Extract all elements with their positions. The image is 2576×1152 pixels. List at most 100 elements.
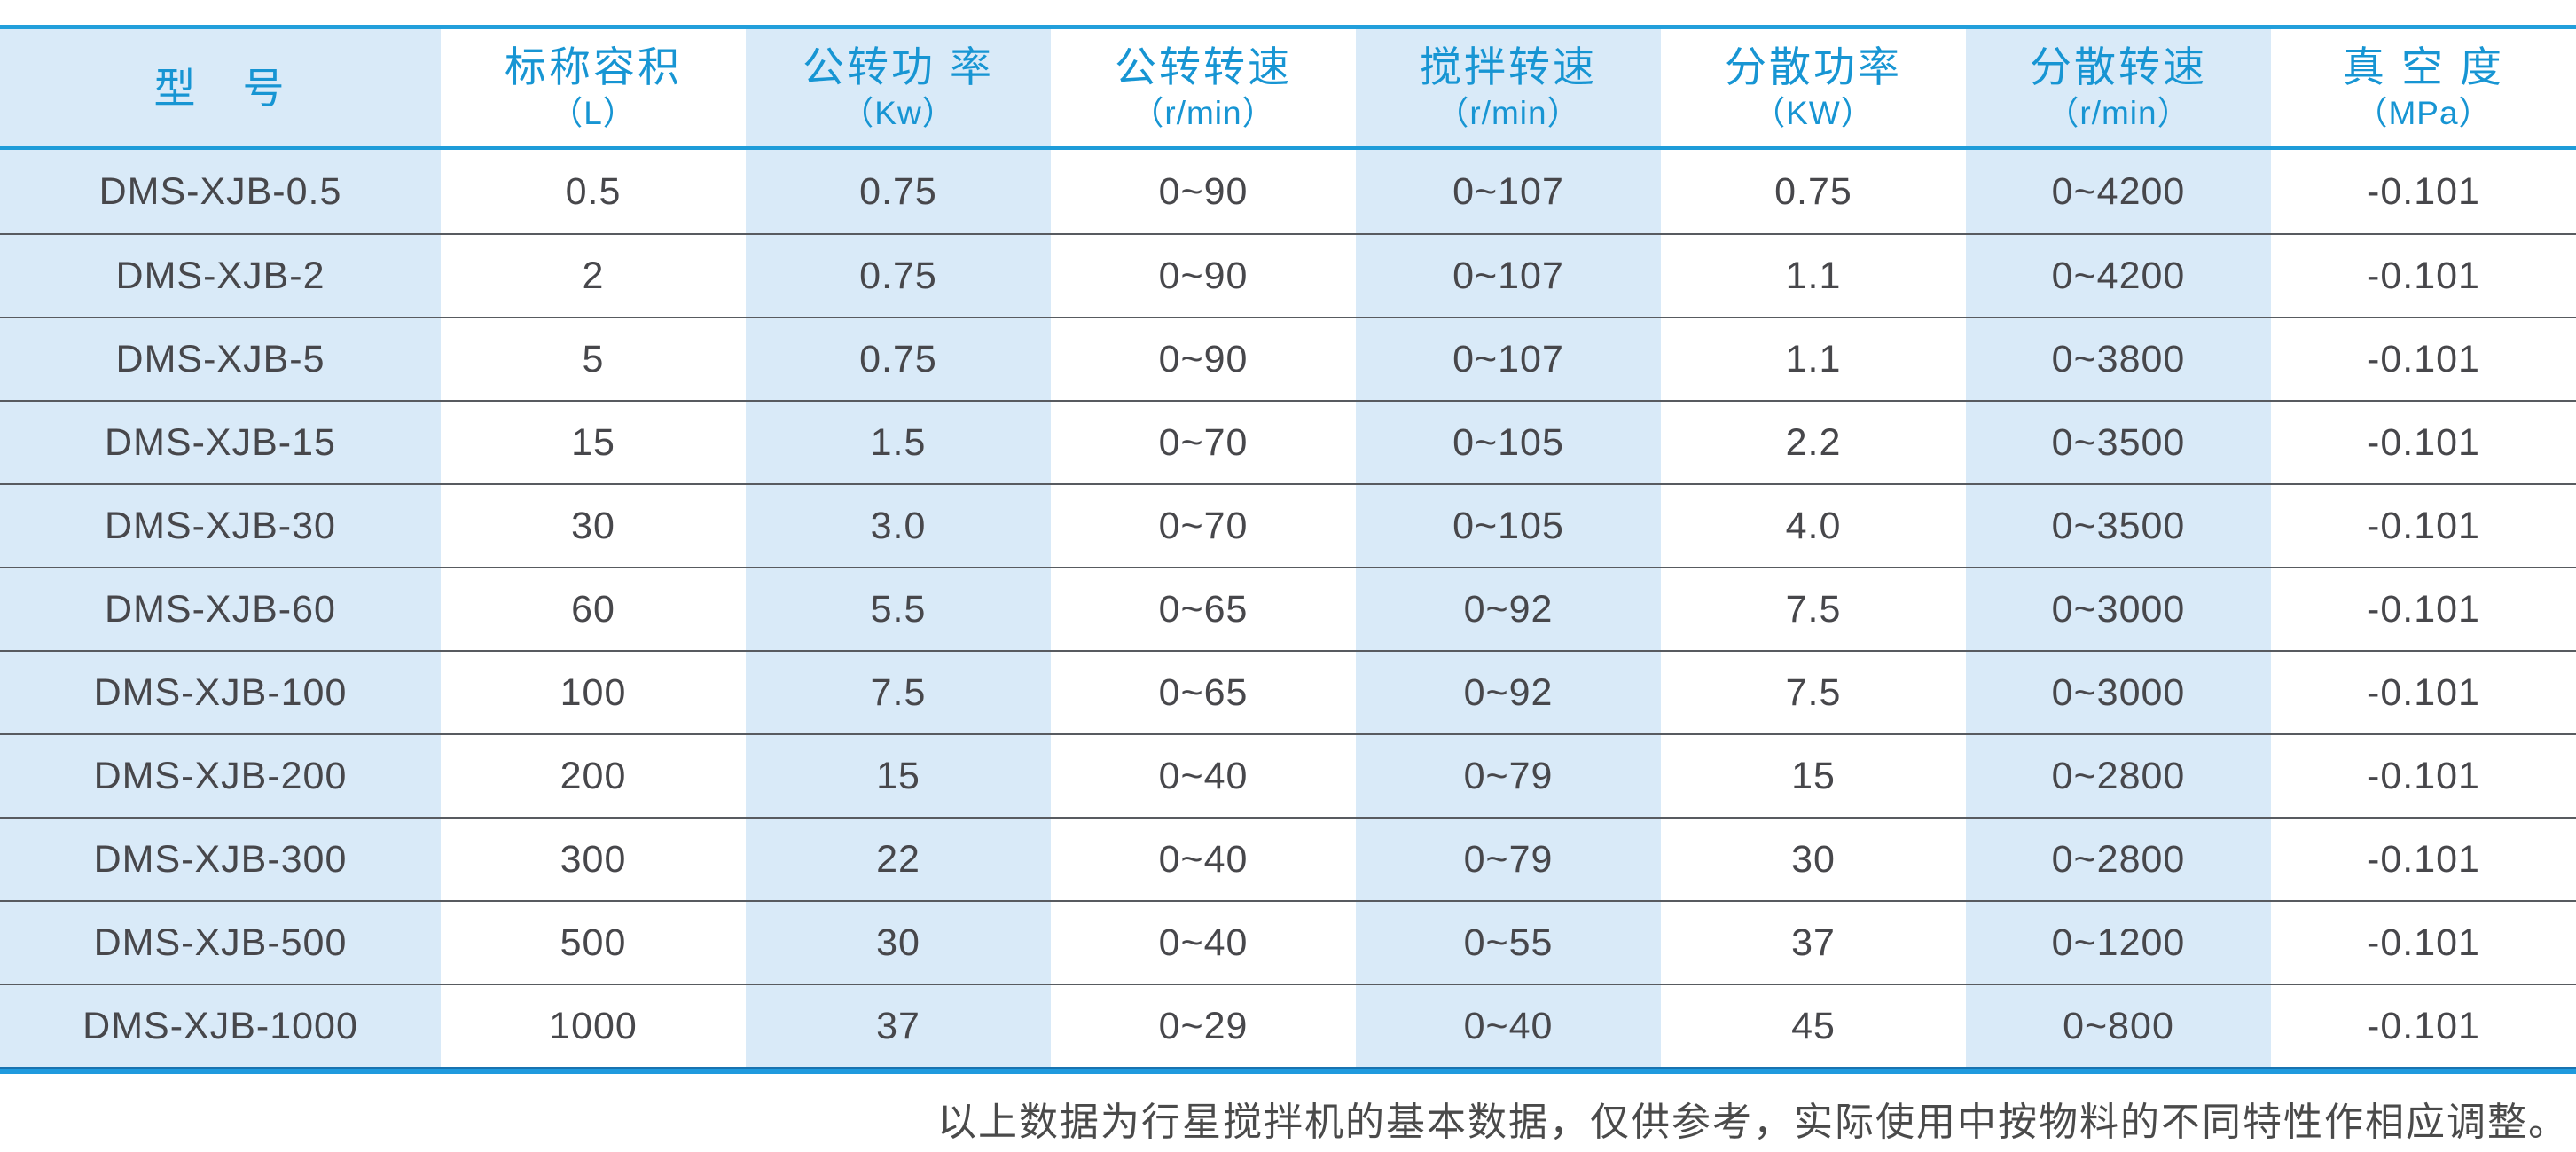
table-cell-dispersion-speed: 0~4200 [1966,235,2271,317]
table-cell-stirring-speed: 0~107 [1356,150,1661,233]
table-cell-revolution-power: 1.5 [746,402,1051,483]
table-cell-revolution-speed: 0~29 [1158,1004,1249,1047]
table-cell-stirring-speed: 0~55 [1356,902,1661,984]
column-header-vacuum-degree: 真 空 度 （MPa） [2271,29,2576,146]
table-cell-nominal-volume: 1000 [549,1004,638,1047]
table-cell-dispersion-speed: 0~800 [1966,985,2271,1067]
table-cell-dispersion-power: 4.0 [1785,504,1842,547]
table-cell-nominal-volume: 30 [571,504,615,547]
table-cell-vacuum-degree: -0.101 [2367,1004,2480,1047]
table-cell-revolution-speed: 0~90 [1158,337,1249,380]
column-header-unit: （Kw） [841,95,956,131]
table-cell-revolution-power: 0.75 [746,235,1051,317]
table-cell-vacuum-degree: -0.101 [2367,754,2480,797]
footnote: 以上数据为行星搅拌机的基本数据，仅供参考，实际使用中按物料的不同特性作相应调整。 [937,1101,2569,1144]
table-cell-dispersion-speed: 0~1200 [1966,902,2271,984]
table-cell-dispersion-power: 7.5 [1785,587,1842,631]
column-header-unit: （r/min） [1131,95,1276,131]
column-header-revolution-speed: 公转转速 （r/min） [1051,29,1356,146]
table-row: DMS-XJB-15 15 1.5 0~70 0~105 2.2 0~3500 -0.101 [0,400,2576,483]
column-header-label: 分散功率 [1725,43,1902,90]
column-header-label: 公转功 率 [802,43,995,90]
table-cell-revolution-power: 5.5 [746,568,1051,650]
table-bottom-rule [0,1067,2576,1074]
table-cell-dispersion-speed: 0~2800 [1966,819,2271,900]
table-cell-vacuum-degree: -0.101 [2367,420,2480,464]
table-cell-nominal-volume: 5 [582,337,605,380]
table-cell-stirring-speed: 0~92 [1356,568,1661,650]
table-header-row: 型 号 标称容积 （L） 公转功 率 （Kw） 公转转速 （r/min） 搅拌转速 （r/min… [0,25,2576,150]
column-header-unit: （L） [550,95,637,131]
table-cell-model: DMS-XJB-60 [0,568,441,650]
table-cell-dispersion-power: 0.75 [1774,169,1852,213]
table-cell-revolution-power: 37 [746,985,1051,1067]
spec-table: 型 号 标称容积 （L） 公转功 率 （Kw） 公转转速 （r/min） 搅拌转速 （r/min… [0,25,2576,1074]
table-cell-stirring-speed: 0~92 [1356,652,1661,733]
column-header-dispersion-power: 分散功率 （KW） [1661,29,1966,146]
table-cell-model: DMS-XJB-15 [0,402,441,483]
column-header-unit: （MPa） [2354,95,2493,131]
table-cell-stirring-speed: 0~40 [1356,985,1661,1067]
table-row: DMS-XJB-300 300 22 0~40 0~79 30 0~2800 -0.101 [0,817,2576,900]
table-cell-revolution-speed: 0~40 [1158,754,1249,797]
table-cell-model: DMS-XJB-1000 [0,985,441,1067]
table-cell-revolution-power: 7.5 [746,652,1051,733]
table-cell-vacuum-degree: -0.101 [2367,587,2480,631]
table-cell-model: DMS-XJB-2 [0,235,441,317]
table-cell-revolution-speed: 0~40 [1158,837,1249,881]
table-row: DMS-XJB-500 500 30 0~40 0~55 37 0~1200 -0.101 [0,900,2576,984]
column-header-unit: （r/min） [2046,95,2191,131]
column-header-label: 分散转速 [2030,43,2207,90]
table-cell-stirring-speed: 0~105 [1356,485,1661,567]
column-header-label: 公转转速 [1115,43,1292,90]
table-cell-revolution-power: 3.0 [746,485,1051,567]
column-header-dispersion-speed: 分散转速 （r/min） [1966,29,2271,146]
column-header-label: 标称容积 [505,43,682,90]
column-header-unit: （r/min） [1436,95,1581,131]
table-cell-dispersion-power: 2.2 [1785,420,1842,464]
table-cell-model: DMS-XJB-100 [0,652,441,733]
table-cell-dispersion-speed: 0~3800 [1966,318,2271,400]
table-row: DMS-XJB-200 200 15 0~40 0~79 15 0~2800 -0.101 [0,733,2576,817]
table-cell-dispersion-power: 15 [1791,754,1836,797]
table-cell-vacuum-degree: -0.101 [2367,921,2480,964]
table-cell-model: DMS-XJB-200 [0,735,441,817]
table-cell-revolution-speed: 0~90 [1158,169,1249,213]
table-cell-revolution-power: 22 [746,819,1051,900]
table-cell-revolution-speed: 0~40 [1158,921,1249,964]
table-row: DMS-XJB-2 2 0.75 0~90 0~107 1.1 0~4200 -0.101 [0,233,2576,317]
table-cell-revolution-power: 15 [746,735,1051,817]
column-header-label: 型 号 [153,64,287,112]
table-cell-model: DMS-XJB-0.5 [0,150,441,233]
table-cell-stirring-speed: 0~79 [1356,819,1661,900]
table-cell-stirring-speed: 0~107 [1356,235,1661,317]
table-cell-dispersion-speed: 0~3000 [1966,652,2271,733]
table-cell-dispersion-speed: 0~4200 [1966,150,2271,233]
table-cell-vacuum-degree: -0.101 [2367,504,2480,547]
table-row: DMS-XJB-60 60 5.5 0~65 0~92 7.5 0~3000 -0.101 [0,567,2576,650]
table-cell-dispersion-speed: 0~3000 [1966,568,2271,650]
table-row: DMS-XJB-100 100 7.5 0~65 0~92 7.5 0~3000 -0.101 [0,650,2576,733]
table-row: DMS-XJB-1000 1000 37 0~29 0~40 45 0~800 -0.101 [0,984,2576,1067]
table-cell-model: DMS-XJB-500 [0,902,441,984]
table-cell-nominal-volume: 200 [560,754,627,797]
table-row: DMS-XJB-30 30 3.0 0~70 0~105 4.0 0~3500 -0.101 [0,483,2576,567]
table-cell-revolution-speed: 0~70 [1158,504,1249,547]
column-header-stirring-speed: 搅拌转速 （r/min） [1356,29,1661,146]
table-cell-vacuum-degree: -0.101 [2367,169,2480,213]
table-cell-dispersion-power: 1.1 [1785,337,1842,380]
table-cell-dispersion-speed: 0~2800 [1966,735,2271,817]
table-row: DMS-XJB-0.5 0.5 0.75 0~90 0~107 0.75 0~4200 -0.… [0,150,2576,233]
table-cell-vacuum-degree: -0.101 [2367,837,2480,881]
table-cell-dispersion-power: 7.5 [1785,670,1842,714]
column-header-revolution-power: 公转功 率 （Kw） [746,29,1051,146]
table-row: DMS-XJB-5 5 0.75 0~90 0~107 1.1 0~3800 -0.101 [0,317,2576,400]
table-cell-dispersion-power: 1.1 [1785,254,1842,297]
table-cell-nominal-volume: 15 [571,420,615,464]
table-cell-nominal-volume: 500 [560,921,627,964]
table-cell-model: DMS-XJB-30 [0,485,441,567]
table-cell-revolution-speed: 0~70 [1158,420,1249,464]
table-cell-stirring-speed: 0~107 [1356,318,1661,400]
table-cell-nominal-volume: 0.5 [565,169,622,213]
table-cell-nominal-volume: 300 [560,837,627,881]
